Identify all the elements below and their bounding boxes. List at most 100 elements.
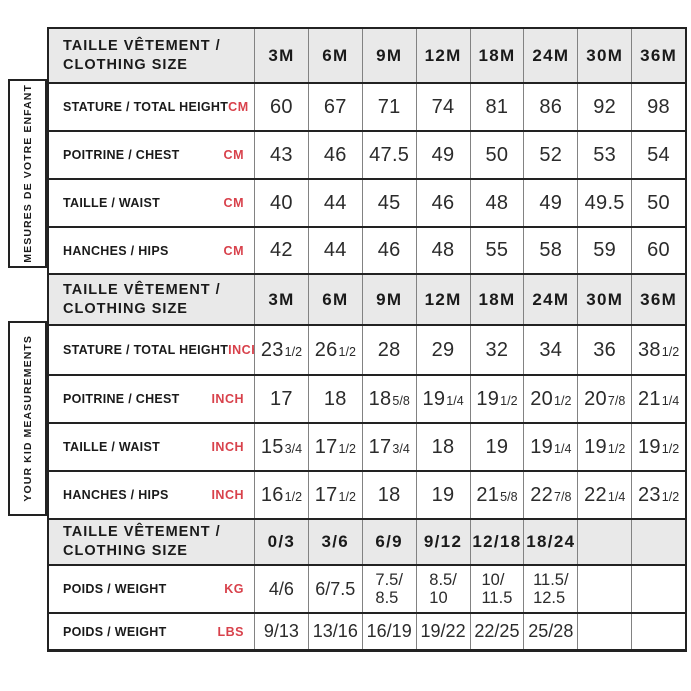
cell-value: 191/2 bbox=[476, 387, 518, 410]
row-cm-hanches: HANCHES / HIPS CM 42 44 46 48 55 58 59 60 bbox=[49, 226, 685, 273]
cell-weight-poids-lbs-3-6: 13/16 bbox=[307, 614, 362, 649]
cell-value-line: 10 bbox=[429, 589, 448, 607]
fraction: 1/2 bbox=[661, 344, 680, 359]
cell-value: 58 bbox=[539, 239, 563, 261]
column-header-text: 30M bbox=[586, 45, 624, 65]
cell-cm-stature-6M: 67 bbox=[307, 84, 362, 130]
column-header-empty-7 bbox=[631, 520, 685, 564]
cell-inch-taille-9M: 173/4 bbox=[361, 424, 416, 470]
cell-value: 13/16 bbox=[312, 621, 358, 641]
cell-value: 29 bbox=[431, 338, 455, 361]
row-label: HANCHES / HIPS bbox=[63, 488, 169, 502]
fraction: 3/4 bbox=[392, 441, 410, 456]
column-header-text: 12/18 bbox=[472, 532, 522, 551]
size-header-line1: TAILLE VÊTEMENT / bbox=[63, 281, 221, 298]
fraction: 1/2 bbox=[661, 441, 680, 456]
cell-cm-poitrine-3M: 43 bbox=[254, 132, 308, 178]
row-label: POIDS / WEIGHT bbox=[63, 624, 167, 639]
column-header-text: 36M bbox=[640, 289, 678, 309]
row-label-cell: POIDS / WEIGHT LBS bbox=[49, 614, 254, 649]
column-header-text: 3/6 bbox=[321, 532, 350, 551]
cell-cm-poitrine-6M: 46 bbox=[307, 132, 362, 178]
cell-inch-taille-6M: 171/2 bbox=[307, 424, 362, 470]
cell-cm-stature-12M: 74 bbox=[415, 84, 470, 130]
cell-value: 52 bbox=[539, 143, 563, 166]
row-cm-stature: STATURE / TOTAL HEIGHT CM 60 67 71 74 81 86 92 98 bbox=[49, 82, 685, 130]
row-cm-poitrine: POITRINE / CHEST CM 43 46 47.5 49 50 52 53 54 bbox=[49, 130, 685, 178]
size-header-label: TAILLE VÊTEMENT / CLOTHING SIZE bbox=[63, 281, 221, 319]
cell-inch-hanches-30M: 221/4 bbox=[577, 472, 631, 518]
cell-weight-poids-lbs-18-24: 25/28 bbox=[523, 614, 577, 649]
cell-value: 46 bbox=[377, 239, 401, 261]
row-label-cell: POITRINE / CHEST INCH bbox=[49, 376, 254, 422]
size-header-line2: CLOTHING SIZE bbox=[63, 543, 188, 559]
fraction: 1/2 bbox=[338, 441, 356, 456]
cell-value-line: 10/ bbox=[481, 570, 505, 589]
column-header-0-3: 0/3 bbox=[254, 520, 308, 564]
cell-value: 7.5/8.5 bbox=[375, 571, 403, 607]
cell-cm-taille-12M: 46 bbox=[415, 180, 470, 226]
cell-inch-taille-3M: 153/4 bbox=[254, 424, 308, 470]
row-weight-poids-kg: POIDS / WEIGHT KG 4/6 6/7.5 7.5/8.5 8.5/10 10/… bbox=[49, 564, 685, 612]
cell-inch-taille-12M: 18 bbox=[415, 424, 470, 470]
column-header-12-18: 12/18 bbox=[469, 520, 524, 564]
column-header-text: 6/9 bbox=[375, 532, 403, 551]
row-label: POITRINE / CHEST bbox=[63, 392, 180, 406]
side-label-inch-measurements: YOUR KID MEASUREMENTS bbox=[8, 321, 47, 516]
cell-value: 231/2 bbox=[637, 483, 680, 506]
column-header-text: 36M bbox=[640, 45, 678, 65]
cell-value: 43 bbox=[270, 143, 293, 166]
column-header-text: 12M bbox=[424, 289, 462, 309]
size-header-line2: CLOTHING SIZE bbox=[63, 56, 188, 73]
cell-cm-stature-3M: 60 bbox=[254, 84, 308, 130]
cell-value: 221/4 bbox=[584, 483, 626, 506]
cell-inch-taille-36M: 191/2 bbox=[631, 424, 685, 470]
fraction: 7/8 bbox=[554, 489, 572, 504]
cell-value: 211/4 bbox=[637, 387, 680, 410]
cell-value: 46 bbox=[323, 143, 347, 166]
column-header-empty-6 bbox=[577, 520, 631, 564]
cell-value: 18 bbox=[431, 435, 455, 458]
cell-cm-taille-18M: 48 bbox=[469, 180, 524, 226]
column-header-12M: 12M bbox=[415, 275, 470, 324]
cell-cm-hanches-36M: 60 bbox=[631, 228, 685, 273]
cell-value: 60 bbox=[647, 239, 670, 261]
row-inch-stature: STATURE / TOTAL HEIGHTINCH 231/2 261/2 28 29… bbox=[49, 324, 685, 374]
cell-weight-poids-kg-empty-7 bbox=[631, 566, 685, 612]
cell-cm-stature-9M: 71 bbox=[361, 84, 416, 130]
column-header-6-9: 6/9 bbox=[361, 520, 416, 564]
fraction: 5/8 bbox=[392, 393, 410, 408]
cell-value: 153/4 bbox=[260, 435, 303, 458]
unit-badge-lbs: LBS bbox=[217, 624, 244, 639]
cell-value-line: 8.5 bbox=[375, 589, 399, 607]
cell-value-line: 8.5/ bbox=[429, 570, 457, 589]
row-label-cell: HANCHES / HIPS CM bbox=[49, 228, 254, 273]
size-header-label: TAILLE VÊTEMENT / CLOTHING SIZE bbox=[63, 37, 221, 75]
cell-weight-poids-lbs-6-9: 16/19 bbox=[361, 614, 416, 649]
row-label-cell: POITRINE / CHEST CM bbox=[49, 132, 254, 178]
fraction: 1/2 bbox=[661, 489, 680, 504]
cell-inch-hanches-6M: 171/2 bbox=[307, 472, 362, 518]
cell-cm-hanches-6M: 44 bbox=[307, 228, 362, 273]
fraction: 1/2 bbox=[284, 489, 303, 504]
cell-value: 4/6 bbox=[268, 578, 294, 599]
cell-value: 71 bbox=[377, 95, 401, 118]
cell-value: 49 bbox=[431, 143, 455, 166]
cell-weight-poids-kg-12-18: 10/11.5 bbox=[469, 566, 524, 612]
cell-weight-poids-kg-0-3: 4/6 bbox=[254, 566, 308, 612]
cell-value: 191/4 bbox=[530, 435, 572, 458]
column-header-24M: 24M bbox=[523, 275, 577, 324]
fraction: 1/4 bbox=[661, 393, 680, 408]
cell-value: 8.5/10 bbox=[429, 571, 457, 607]
cell-value: 22/25 bbox=[474, 621, 520, 641]
column-header-text: 0/3 bbox=[267, 532, 296, 551]
column-header-6M: 6M bbox=[307, 275, 362, 324]
unit-badge-cm: CM bbox=[223, 243, 244, 258]
cell-inch-stature-30M: 36 bbox=[577, 326, 631, 374]
cell-inch-poitrine-9M: 185/8 bbox=[361, 376, 416, 422]
row-label-cell: STATURE / TOTAL HEIGHT CM bbox=[49, 84, 254, 130]
column-header-36M: 36M bbox=[631, 29, 685, 82]
cell-inch-poitrine-3M: 17 bbox=[254, 376, 308, 422]
unit-badge-inch: INCH bbox=[228, 343, 254, 357]
